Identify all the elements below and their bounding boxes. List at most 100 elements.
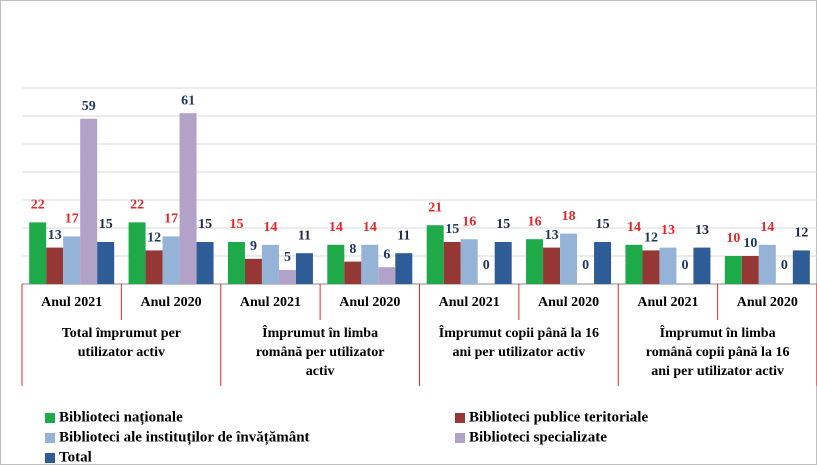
value-label: 15 [596, 217, 610, 232]
value-label: 9 [250, 239, 257, 254]
group-label: română per utilizator [256, 345, 385, 360]
bar [295, 253, 313, 284]
value-label: 11 [397, 228, 410, 243]
bar [560, 233, 578, 284]
bar [344, 261, 362, 284]
bar [196, 242, 214, 284]
legend-label: Biblioteci publice teritoriale [469, 409, 648, 425]
legend-swatch [45, 413, 55, 423]
legend-label: Biblioteci specializate [469, 429, 607, 445]
bar [327, 244, 345, 284]
value-label: 11 [298, 228, 311, 243]
value-label: 12 [794, 226, 808, 241]
group-label: Împrumut copii până la 16 [439, 324, 599, 341]
value-label: 15 [229, 217, 243, 232]
value-label: 59 [82, 99, 96, 114]
x-tick-label: Anul 2021 [41, 295, 102, 310]
x-tick-label: Anul 2020 [339, 295, 400, 310]
bar [145, 250, 163, 284]
value-label: 16 [462, 214, 476, 229]
group-label: utilizator activ [78, 345, 165, 360]
group-label: română copii până la 16 [646, 345, 790, 360]
value-label: 17 [164, 212, 178, 227]
bar [261, 244, 279, 284]
value-label: 14 [627, 220, 641, 235]
bar [693, 247, 711, 284]
x-tick-label: Anul 2021 [637, 295, 698, 310]
group-label: ani per utilizator activ [452, 345, 585, 360]
x-tick-label: Anul 2020 [538, 295, 599, 310]
bar [642, 250, 660, 284]
bar [227, 242, 245, 284]
value-label: 13 [545, 228, 559, 243]
bar [659, 247, 677, 284]
value-label: 22 [130, 198, 144, 213]
value-label: 15 [496, 217, 510, 232]
bar [443, 242, 461, 284]
bar [758, 244, 776, 284]
value-label: 13 [695, 223, 709, 238]
value-label: 15 [99, 217, 113, 232]
value-label: 12 [644, 231, 658, 246]
bar [179, 113, 197, 284]
value-label: 21 [428, 200, 442, 215]
legend-label: Biblioteci naționale [59, 409, 183, 425]
bar [625, 244, 643, 284]
bar [29, 222, 47, 284]
bar [244, 258, 262, 284]
value-label: 13 [48, 228, 62, 243]
legend-swatch [45, 433, 55, 443]
x-tick-label: Anul 2020 [737, 295, 798, 310]
value-label: 0 [483, 258, 490, 273]
bar [63, 236, 81, 284]
bar [80, 118, 98, 284]
group-label: Împrumut în limba [660, 324, 776, 341]
bar [278, 270, 296, 284]
bar [543, 247, 561, 284]
x-tick-label: Anul 2021 [240, 295, 301, 310]
value-label: 61 [181, 93, 195, 108]
bar [792, 250, 810, 284]
group-label: activ [306, 364, 335, 379]
value-label: 22 [31, 198, 45, 213]
group-label: Împrumut în limba [262, 324, 378, 341]
value-label: 0 [681, 258, 688, 273]
legend-swatch [455, 433, 465, 443]
value-label: 15 [445, 222, 459, 237]
bar [97, 242, 115, 284]
legend-label: Biblioteci ale instituților de învățămân… [59, 429, 310, 445]
bar [46, 247, 64, 284]
legend-label: Total [59, 449, 92, 465]
value-label: 10 [743, 236, 757, 251]
bar [128, 222, 146, 284]
value-label: 15 [198, 217, 212, 232]
bar [361, 244, 379, 284]
value-label: 10 [726, 231, 740, 246]
bar [741, 256, 759, 284]
bar [378, 267, 396, 284]
bar [594, 242, 612, 284]
bar [426, 225, 444, 284]
value-label: 14 [263, 220, 277, 235]
value-label: 0 [582, 258, 589, 273]
value-label: 13 [661, 223, 675, 238]
value-label: 16 [528, 214, 542, 229]
value-label: 18 [562, 209, 576, 224]
value-label: 8 [349, 242, 356, 257]
value-label: 6 [383, 247, 390, 262]
bar [724, 256, 742, 284]
value-label: 5 [284, 250, 291, 265]
x-tick-label: Anul 2021 [439, 295, 500, 310]
value-label: 12 [147, 231, 161, 246]
value-label: 0 [781, 258, 788, 273]
value-label: 14 [760, 220, 774, 235]
group-label: Total împrumut per [62, 326, 181, 341]
value-label: 14 [363, 220, 377, 235]
bar [526, 239, 544, 284]
bar [395, 253, 413, 284]
bar [494, 242, 512, 284]
x-tick-label: Anul 2020 [141, 295, 202, 310]
legend-swatch [455, 413, 465, 423]
bar [162, 236, 180, 284]
